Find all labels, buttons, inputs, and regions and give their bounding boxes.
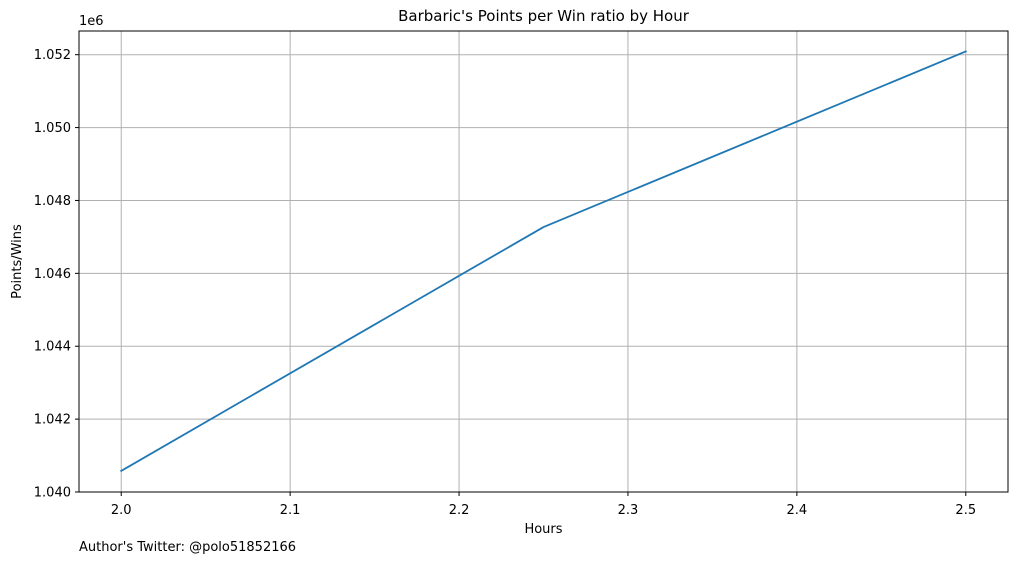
chart-title: Barbaric's Points per Win ratio by Hour bbox=[398, 7, 690, 25]
y-tick-label: 1.040 bbox=[34, 486, 71, 501]
x-tick-label: 2.4 bbox=[787, 503, 808, 518]
y-tick-label: 1.044 bbox=[34, 340, 71, 355]
y-tick-label: 1.052 bbox=[34, 48, 71, 63]
author-twitter-note: Author's Twitter: @polo51852166 bbox=[79, 540, 296, 555]
x-tick-label: 2.2 bbox=[449, 503, 470, 518]
x-tick-label: 2.1 bbox=[280, 503, 301, 518]
series-layer bbox=[120, 50, 967, 473]
ticks: 2.0 2.1 2.2 2.3 2.4 2.5 1.040 1.042 1.044 1.046 1.… bbox=[34, 48, 976, 518]
grid bbox=[79, 31, 1008, 493]
y-tick-label: 1.050 bbox=[34, 121, 71, 136]
x-tick-label: 2.3 bbox=[618, 503, 639, 518]
x-tick-label: 2.0 bbox=[111, 503, 132, 518]
y-tick-label: 1.048 bbox=[34, 194, 71, 209]
x-tick-label: 2.5 bbox=[955, 503, 976, 518]
x-axis-title: Hours bbox=[524, 522, 562, 537]
series-line bbox=[120, 50, 967, 473]
plot-frame bbox=[78, 30, 1009, 493]
y-axis-offset-label: 1e6 bbox=[79, 14, 104, 29]
y-axis-title: Points/Wins bbox=[10, 224, 25, 299]
y-tick-label: 1.042 bbox=[34, 413, 71, 428]
y-tick-label: 1.046 bbox=[34, 267, 71, 282]
